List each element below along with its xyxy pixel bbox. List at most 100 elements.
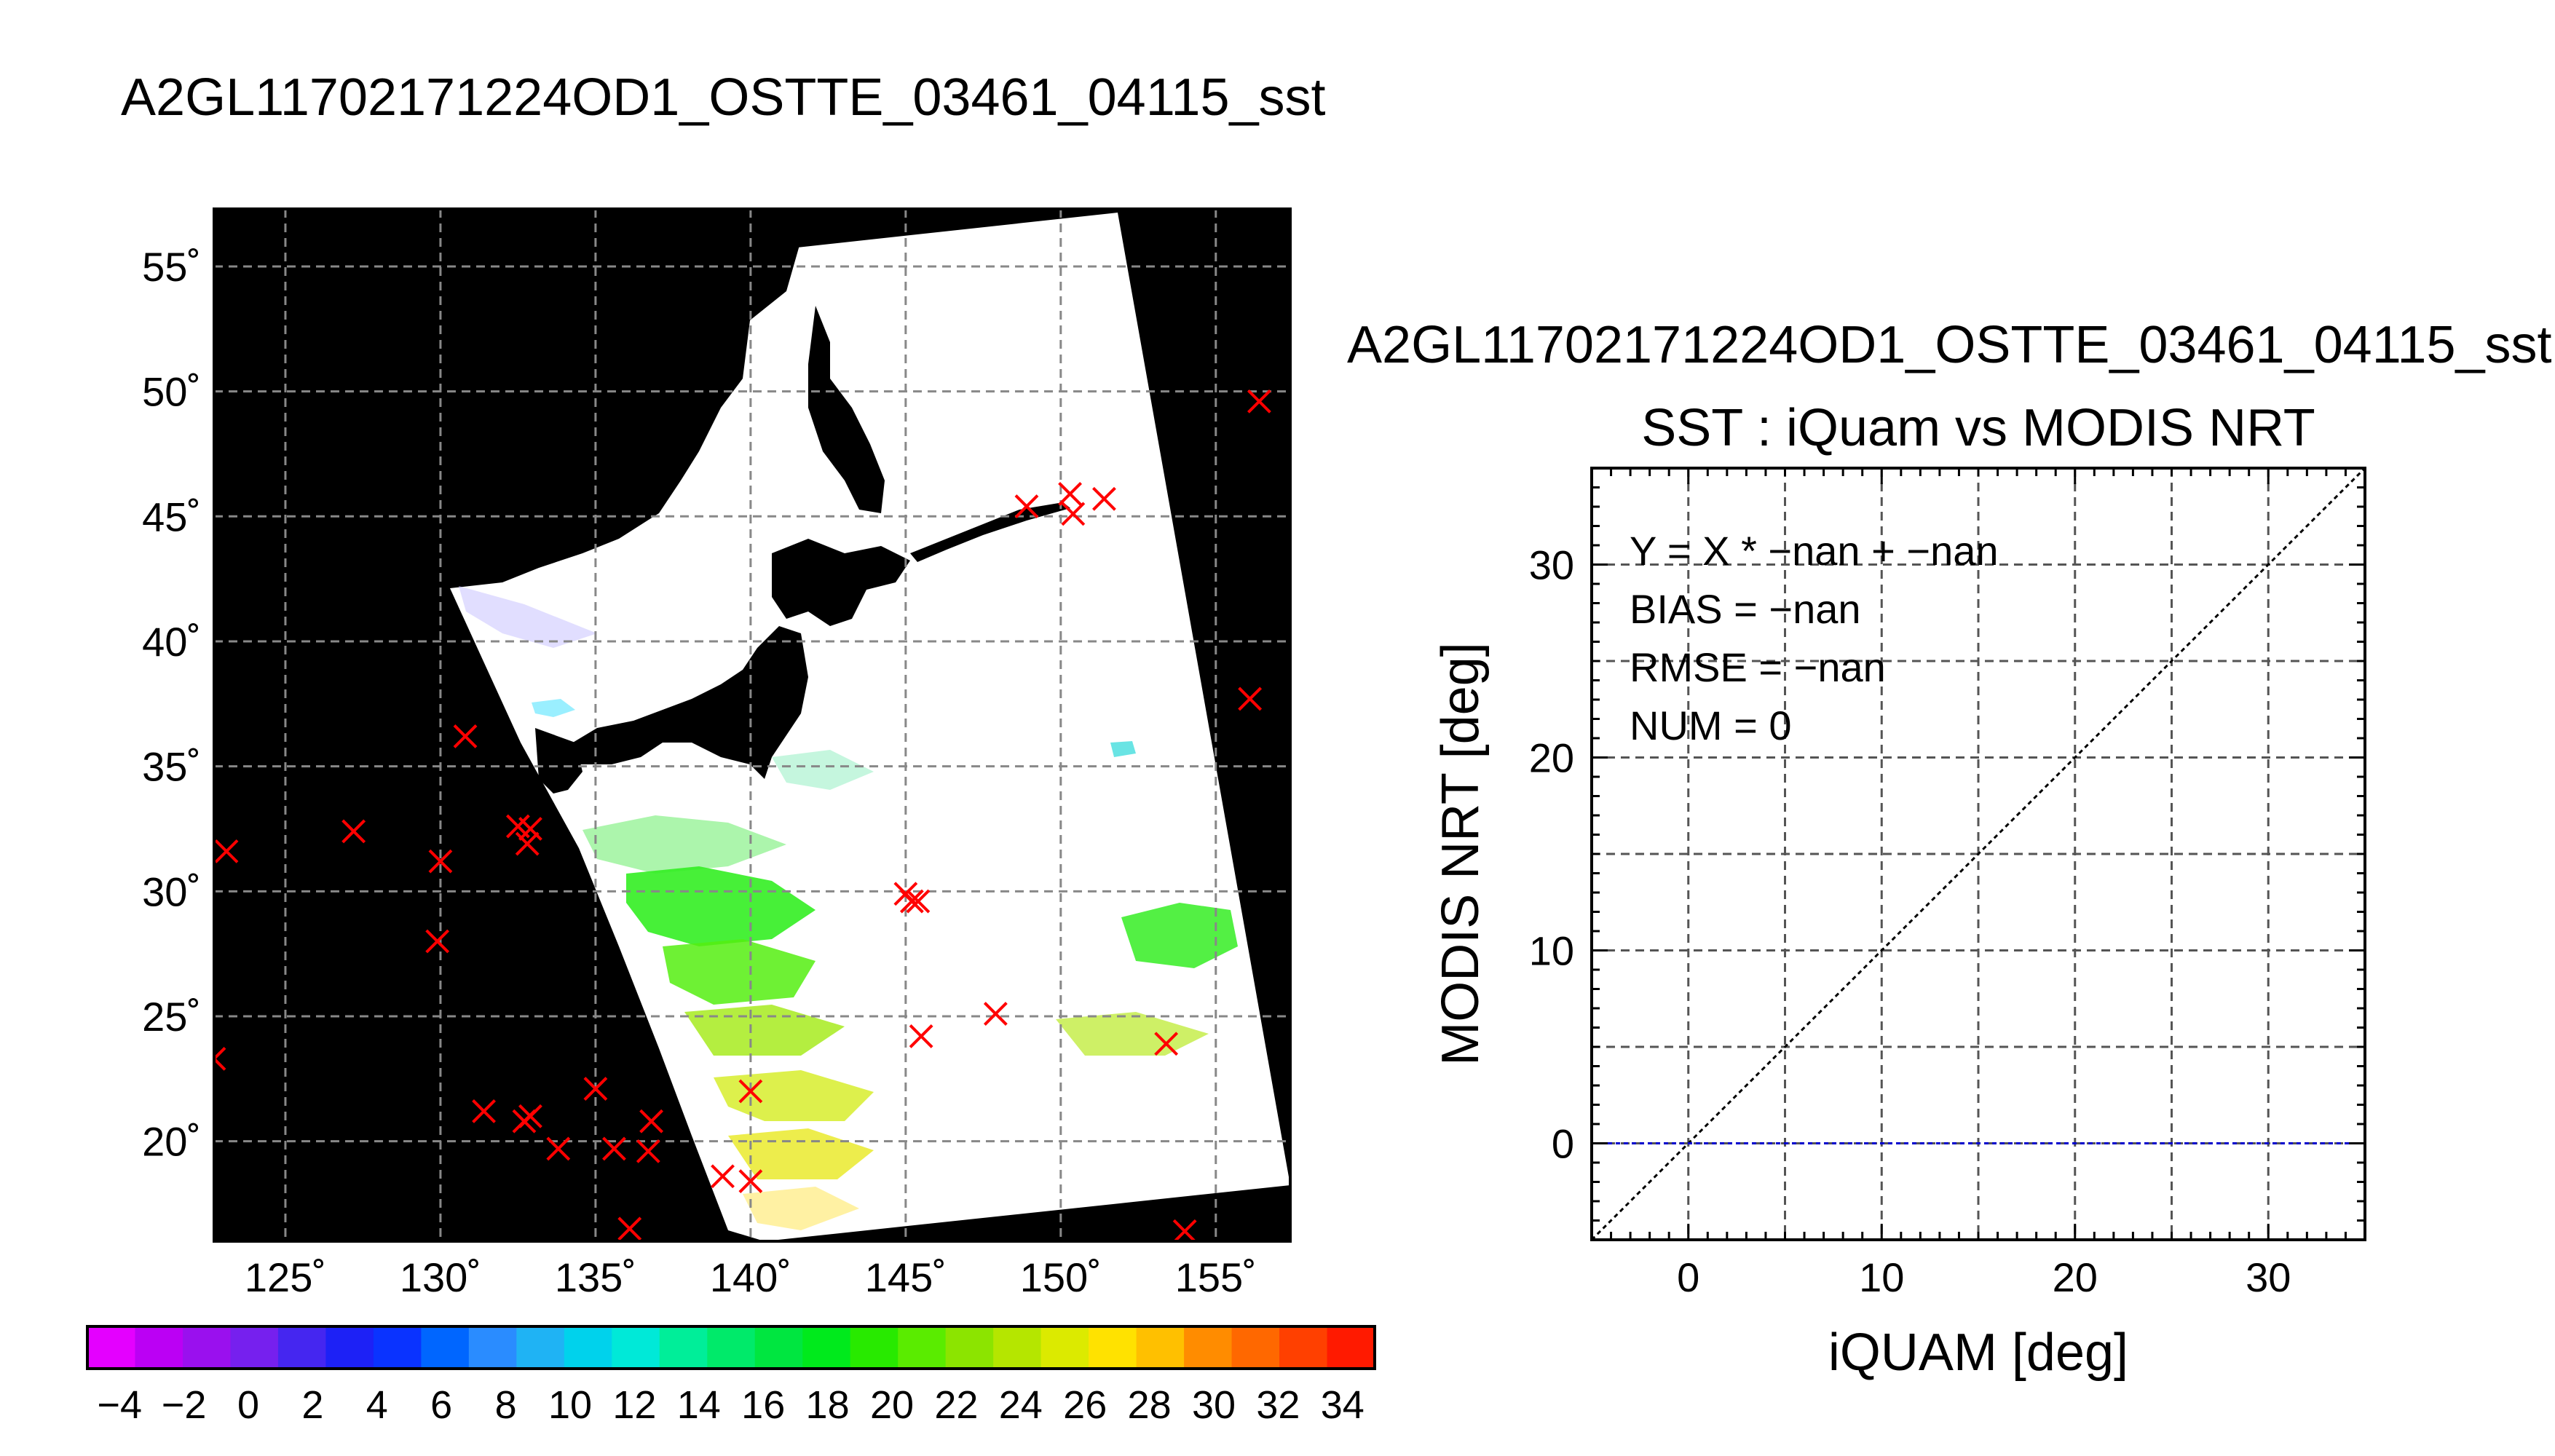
scatter-series-line-0 [1592,468,2365,1240]
sst-patch-13 [1110,741,1136,757]
colorbar [86,1325,1376,1370]
map-y-tick-7: 55˚ [142,244,201,290]
asia-mainland [214,209,801,728]
map-marker-6 [518,817,542,841]
colorbar-tick-18: 32 [1256,1383,1300,1427]
map-x-tick-2: 135˚ [555,1254,636,1300]
map-marker-17 [711,1164,735,1189]
map-marker-26 [1058,481,1082,506]
map-frame [213,207,1292,1243]
map-marker-30 [1238,687,1263,711]
colorbar-swatch-10 [564,1326,612,1369]
colorbar-swatch-22 [1136,1326,1185,1369]
colorbar-tick-6: 8 [495,1383,517,1427]
colorbar-frame [86,1325,1376,1370]
colorbar-tick-0: −4 [97,1383,142,1427]
map-y-tick-labels: 20˚ 25˚ 30˚ 35˚ 40˚ 45˚ 50˚ 55˚ [142,244,201,1165]
map-y-tick-4: 40˚ [142,619,201,665]
colorbar-swatch-13 [707,1326,756,1369]
scatter-y-axis-label: MODIS NRT [deg] [1431,642,1490,1066]
map-marker-10 [518,1104,542,1128]
colorbar-tick-9: 14 [677,1383,721,1427]
colorbar-swatch-9 [516,1326,565,1369]
colorbar-swatch-26 [1327,1326,1375,1369]
colorbar-tick-5: 6 [430,1383,452,1427]
colorbar-swatch-24 [1231,1326,1280,1369]
map-marker-1 [341,819,366,844]
map-marker-25 [1014,494,1039,518]
sst-patch-12 [1056,1012,1209,1056]
colorbar-swatch-7 [421,1326,470,1369]
map-x-tick-4: 145˚ [865,1254,947,1300]
colorbar-tick-12: 20 [870,1383,914,1427]
map-x-tick-labels: 125˚ 130˚ 135˚ 140˚ 145˚ 150˚ 155˚ [245,1254,1257,1300]
colorbar-tick-17: 30 [1192,1383,1236,1427]
colorbar-tick-13: 22 [934,1383,978,1427]
map-panel [213,207,1292,1243]
map-marker-4 [425,929,450,954]
map-marker-19 [738,1169,763,1194]
map-marker-16 [617,1216,642,1241]
map-y-tick-6: 50˚ [142,369,201,415]
map-marker-31 [1247,389,1271,414]
sst-patch-6 [663,939,816,1005]
colorbar-swatch-11 [612,1326,660,1369]
map-marker-23 [909,1024,933,1048]
colorbar-tick-19: 34 [1321,1383,1365,1427]
map-marker-12 [583,1077,608,1101]
sst-patch-2 [532,699,575,717]
scatter-x-tick-labels: 0 10 20 30 [1677,1254,2291,1300]
map-marker-27 [1061,502,1086,526]
map-marker-24 [983,1002,1008,1026]
scatter-annotations: Y = X * −nan + −nan BIAS = −nan RMSE = −na… [1630,528,1999,748]
map-marker-29 [1154,1032,1179,1056]
colorbar-swatch-25 [1279,1326,1328,1369]
colorbar-tick-labels: −4 −2 0 2 4 6 8 10 12 14 16 18 20 22 24 26 28 30 32 34 [97,1383,1364,1427]
scatter-frame [1590,467,2366,1241]
map-grid [214,209,1290,1241]
scatter-annotation-1: BIAS = −nan [1630,586,1861,632]
colorbar-swatch-15 [802,1326,851,1369]
map-marker-32 [1172,1219,1197,1241]
map-x-tick-1: 130˚ [400,1254,481,1300]
colorbar-swatch-20 [1040,1326,1089,1369]
colorbar-swatch-16 [850,1326,899,1369]
sst-patch-4 [583,815,786,874]
colorbar-swatch-12 [659,1326,708,1369]
scatter-lines [1592,468,2365,1240]
scatter-x-tick-1: 10 [1859,1254,1904,1300]
sst-patch-1 [459,586,597,648]
colorbar-swatch-21 [1089,1326,1137,1369]
colorbar-swatch-23 [1184,1326,1233,1369]
scatter-annotation-2: RMSE = −nan [1630,644,1886,690]
map-marker-28 [1092,486,1116,511]
map-marker-13 [602,1136,626,1161]
map-marker-0 [214,839,239,863]
sst-patch-7 [1121,903,1238,968]
land-masses [214,209,1070,794]
scatter-annotation-0: Y = X * −nan + −nan [1630,528,1999,574]
map-y-tick-3: 35˚ [142,744,201,790]
sst-patch-11 [743,1187,859,1230]
map-y-tick-2: 30˚ [142,869,201,914]
sst-patch-9 [714,1070,874,1121]
scatter-y-tick-2: 20 [1529,735,1574,781]
colorbar-tick-8: 12 [612,1383,656,1427]
hokkaido [772,539,910,626]
colorbar-tick-16: 28 [1128,1383,1172,1427]
map-x-tick-5: 150˚ [1020,1254,1102,1300]
colorbar-tick-1: −2 [162,1383,207,1427]
map-y-tick-1: 25˚ [142,994,201,1040]
colorbar-tick-11: 18 [806,1383,850,1427]
map-x-tick-0: 125˚ [245,1254,326,1300]
colorbar-swatch-4 [277,1326,326,1369]
map-marker-7 [515,831,540,856]
colorbar-swatch-17 [898,1326,947,1369]
scatter-y-tick-3: 30 [1529,542,1574,588]
colorbar-swatch-5 [325,1326,374,1369]
colorbar-tick-7: 10 [548,1383,592,1427]
sst-patch-3 [772,750,874,790]
sst-patch-5 [626,866,816,946]
colorbar-tick-3: 2 [301,1383,323,1427]
